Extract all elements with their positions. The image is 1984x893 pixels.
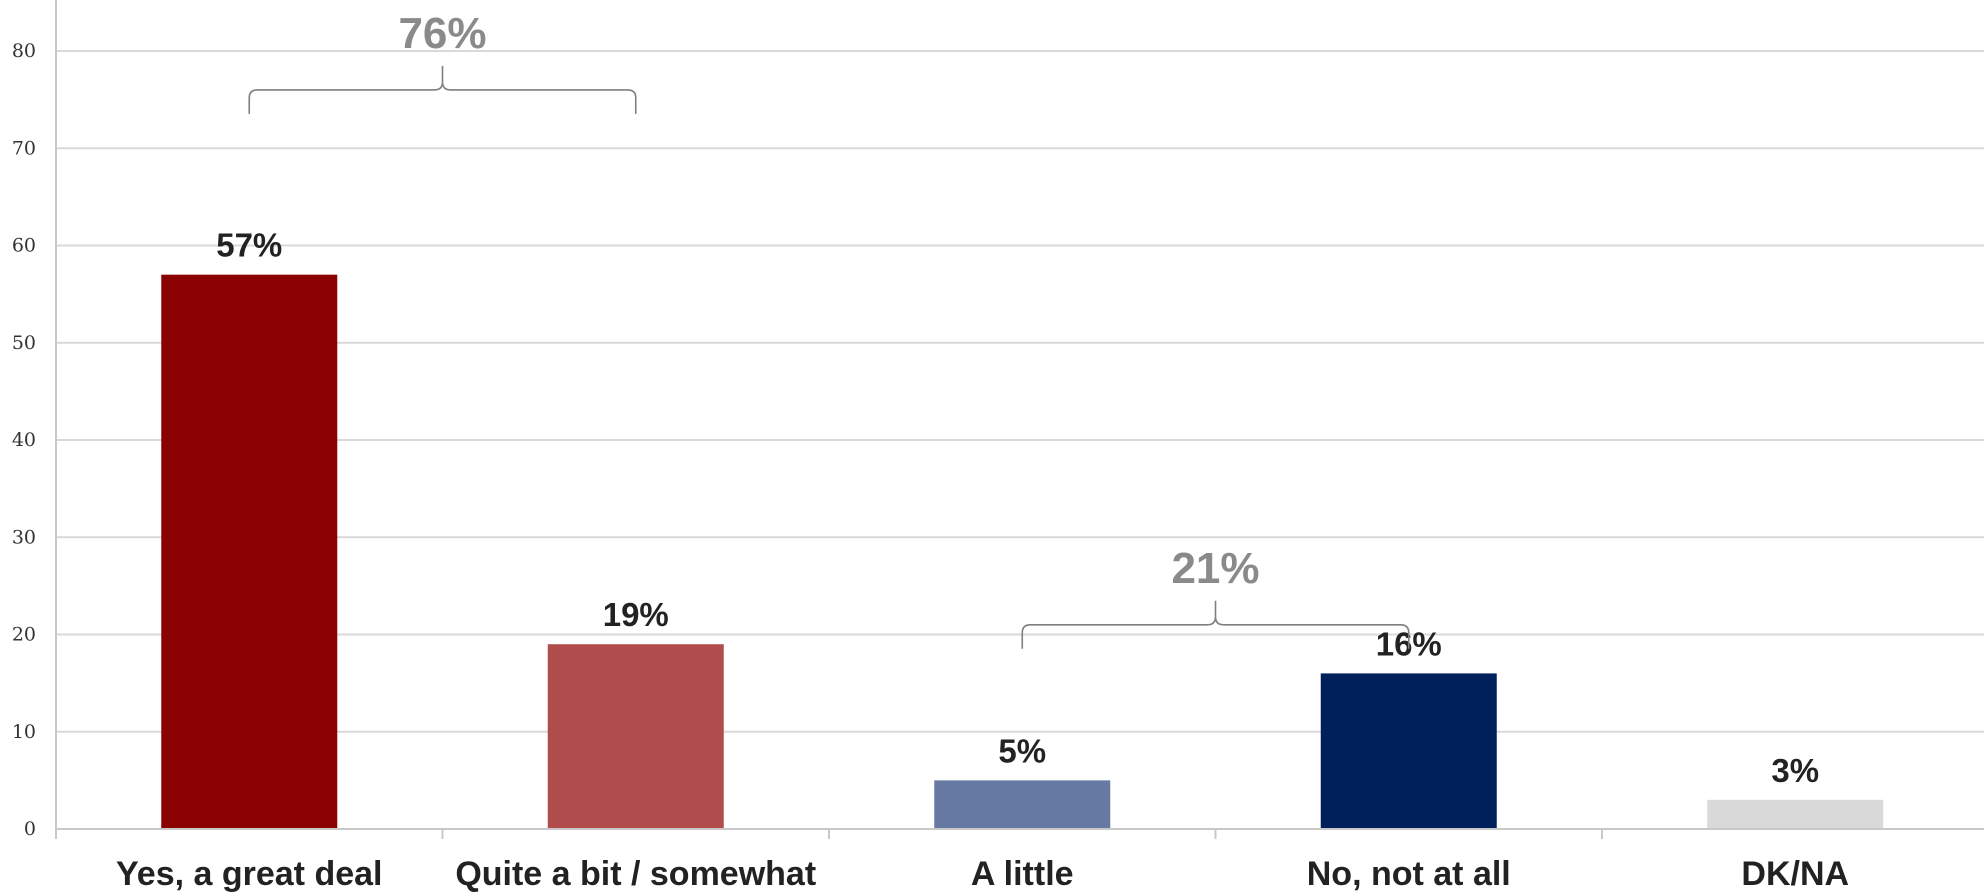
y-tick-label: 20 <box>12 624 36 646</box>
category-labels: Yes, a great deal Quite a bit / somewhat A… <box>116 855 1849 893</box>
y-tick-label: 80 <box>12 40 36 62</box>
group-bracket <box>1021 600 1410 649</box>
category-label: Quite a bit / somewhat <box>455 855 816 893</box>
category-label: No, not at all <box>1307 855 1511 893</box>
bar <box>547 644 724 829</box>
bar <box>1707 799 1884 829</box>
category-label: A little <box>971 855 1074 893</box>
y-tick-label: 10 <box>12 721 36 743</box>
group-total-label: 21% <box>1171 544 1259 593</box>
gridlines <box>56 50 1984 733</box>
bar <box>1320 673 1497 829</box>
y-tick-label: 30 <box>12 526 36 548</box>
y-tick-label: 40 <box>12 429 36 451</box>
group-bracket <box>248 65 637 114</box>
data-label: 57% <box>216 227 282 264</box>
data-label: 19% <box>603 596 669 633</box>
data-label: 5% <box>998 732 1046 769</box>
category-label: DK/NA <box>1741 855 1849 893</box>
y-tick-label: 0 <box>24 818 36 840</box>
group-total-label: 76% <box>398 9 486 58</box>
bars <box>161 274 1884 829</box>
data-labels: 57%19%5%16%3% <box>216 227 1819 789</box>
bar <box>934 780 1111 829</box>
category-label: Yes, a great deal <box>116 855 383 893</box>
y-tick-label: 50 <box>12 332 36 354</box>
y-tick-label: 70 <box>12 137 36 159</box>
data-label: 3% <box>1771 752 1819 789</box>
y-axis-ticks: 0 10 20 30 40 50 60 70 80 <box>12 40 36 840</box>
bar <box>161 274 338 829</box>
x-axis <box>55 0 1984 839</box>
group-brackets: 76% 21% <box>248 9 1410 649</box>
y-tick-label: 60 <box>12 235 36 257</box>
